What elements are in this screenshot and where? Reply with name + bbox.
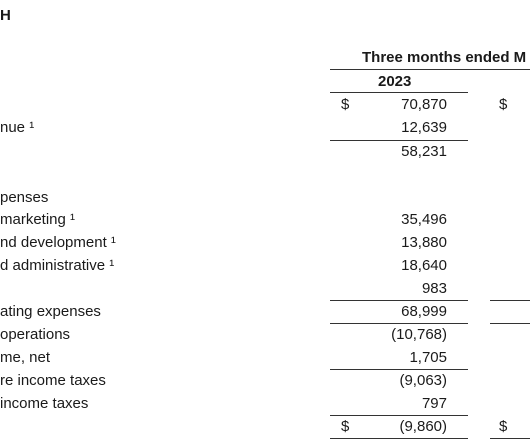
currency-symbol: $	[341, 418, 350, 435]
revenue-value: 70,870	[401, 96, 447, 113]
row-label: nd development ¹	[0, 234, 116, 251]
net-loss-value: (9,860)	[399, 418, 447, 435]
row-label: operations	[0, 326, 71, 343]
row-value: 18,640	[401, 257, 447, 274]
section-label: penses	[0, 189, 49, 206]
row-label: d administrative ¹	[0, 257, 115, 274]
row-value: 1,705	[409, 349, 447, 366]
row-value: 13,880	[401, 234, 447, 251]
row-value: 58,231	[401, 143, 447, 160]
year-header: 2023	[378, 73, 412, 90]
period-rule	[330, 69, 530, 70]
row-label: ating expenses	[0, 303, 101, 320]
row-value: 983	[421, 280, 447, 297]
header-mark: H	[0, 7, 11, 24]
row-label: income taxes	[0, 395, 89, 412]
currency-symbol-next-col: $	[499, 96, 508, 113]
row-value: (10,768)	[391, 326, 447, 343]
subtotal-rule-next-col	[490, 300, 530, 301]
subtotal-rule	[330, 369, 468, 370]
subtotal-rule	[330, 140, 468, 141]
currency-symbol-next-col: $	[499, 418, 508, 435]
row-value: 68,999	[401, 303, 447, 320]
row-value: 797	[421, 395, 447, 412]
total-rule-next-col	[490, 438, 530, 439]
row-label: me, net	[0, 349, 51, 366]
row-value: 12,639	[401, 119, 447, 136]
subtotal-rule	[330, 323, 468, 324]
subtotal-rule	[330, 415, 468, 416]
period-header: Three months ended M	[362, 49, 527, 66]
row-label: nue ¹	[0, 119, 35, 136]
row-value: (9,063)	[399, 372, 447, 389]
subtotal-rule-next-col	[490, 323, 530, 324]
currency-symbol: $	[341, 96, 350, 113]
total-rule	[330, 438, 468, 439]
subtotal-rule	[330, 300, 468, 301]
year-rule	[330, 92, 468, 93]
row-value: 35,496	[401, 211, 447, 228]
row-label: marketing ¹	[0, 211, 76, 228]
row-label: re income taxes	[0, 372, 106, 389]
